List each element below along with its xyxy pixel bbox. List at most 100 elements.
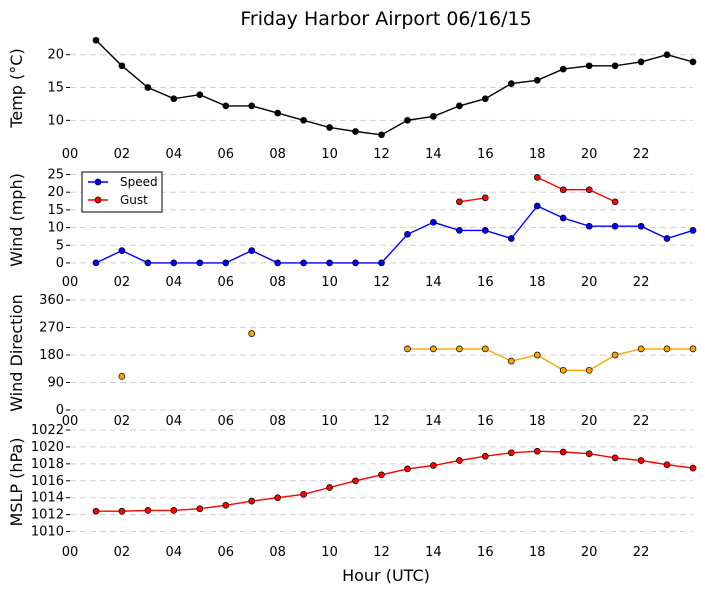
data-point: [663, 235, 671, 242]
data-point: [430, 462, 437, 469]
series-line: [536, 176, 616, 203]
x-tick-label: 20: [581, 275, 598, 290]
x-tick-label: 00: [62, 275, 79, 290]
x-tick-label: 12: [373, 147, 390, 162]
data-point: [585, 62, 593, 70]
data-point: [248, 497, 256, 505]
data-point: [533, 351, 541, 359]
x-tick-label: 20: [581, 414, 598, 429]
y-tick-label: 1016: [31, 474, 64, 489]
data-point: [481, 452, 489, 460]
data-point: [637, 345, 645, 353]
data-point: [456, 345, 463, 353]
data-point: [248, 330, 256, 337]
data-point: [170, 259, 178, 267]
y-tick-label: 1012: [31, 508, 64, 523]
data-point: [481, 95, 489, 103]
x-tick-label: 20: [581, 545, 598, 560]
data-point: [481, 227, 489, 234]
series-line: [95, 205, 694, 264]
data-point: [300, 116, 307, 124]
data-point: [430, 218, 437, 226]
data-point: [663, 345, 671, 353]
y-tick-label: 1010: [31, 525, 64, 540]
data-point: [456, 102, 463, 110]
x-tick-label: 10: [321, 414, 338, 429]
y-axis-label: Wind (mph): [7, 173, 26, 267]
y-tick-label: 1020: [31, 440, 64, 455]
data-point: [118, 62, 126, 70]
data-point: [222, 259, 230, 267]
data-point: [689, 464, 697, 472]
x-tick-label: 16: [477, 275, 494, 290]
y-tick-label: 15: [47, 203, 64, 218]
data-point: [352, 259, 359, 267]
data-point: [196, 259, 204, 267]
data-point: [533, 447, 541, 455]
data-point: [378, 131, 385, 139]
x-tick-label: 04: [166, 414, 183, 429]
data-point: [430, 345, 437, 353]
legend-marker: [94, 178, 102, 186]
data-point: [352, 477, 359, 485]
series-line: [95, 39, 694, 136]
x-tick-label: 08: [269, 147, 286, 162]
y-tick-label: 10: [47, 113, 64, 128]
x-tick-label: 20: [581, 147, 598, 162]
data-point: [352, 128, 359, 135]
data-point: [274, 259, 282, 267]
x-tick-label: 22: [633, 275, 650, 290]
data-point: [118, 507, 126, 515]
series-line: [459, 197, 486, 203]
x-tick-label: 18: [529, 147, 546, 162]
x-tick-label: 08: [269, 414, 286, 429]
data-point: [637, 222, 645, 230]
x-tick-label: 16: [477, 147, 494, 162]
data-point: [430, 113, 437, 120]
data-point: [559, 65, 567, 73]
x-tick-label: 16: [477, 414, 494, 429]
x-axis-label: Hour (UTC): [342, 566, 430, 585]
legend-marker: [94, 196, 102, 204]
x-tick-label: 06: [217, 275, 234, 290]
x-tick-label: 08: [269, 275, 286, 290]
data-point: [326, 484, 333, 491]
data-point: [585, 366, 593, 374]
data-point: [274, 109, 282, 117]
series-line: [407, 348, 693, 371]
data-point: [637, 457, 645, 464]
data-point: [456, 227, 463, 234]
legend-label: Gust: [120, 193, 148, 207]
x-tick-label: 10: [321, 275, 338, 290]
y-tick-label: 0: [56, 256, 64, 271]
x-tick-label: 14: [425, 414, 442, 429]
y-tick-label: 1018: [31, 457, 64, 472]
data-point: [404, 230, 411, 238]
x-tick-label: 00: [62, 414, 79, 429]
data-point: [300, 259, 307, 267]
x-tick-label: 14: [425, 147, 442, 162]
data-point: [170, 507, 178, 514]
y-tick-label: 0: [56, 403, 64, 418]
data-point: [611, 351, 619, 359]
data-point: [456, 198, 463, 206]
y-tick-label: 15: [47, 81, 64, 96]
y-tick-label: 25: [47, 168, 64, 183]
data-point: [222, 102, 230, 110]
data-point: [507, 357, 515, 365]
x-tick-label: 12: [373, 545, 390, 560]
x-tick-label: 00: [62, 545, 79, 560]
x-tick-label: 22: [633, 414, 650, 429]
data-point: [118, 373, 126, 380]
data-point: [196, 91, 204, 99]
x-tick-label: 10: [321, 147, 338, 162]
data-point: [404, 116, 411, 124]
data-point: [533, 202, 541, 210]
data-point: [559, 186, 567, 194]
y-tick-label: 20: [47, 185, 64, 200]
x-tick-label: 18: [529, 414, 546, 429]
x-tick-label: 04: [166, 147, 183, 162]
x-tick-label: 02: [114, 414, 131, 429]
data-point: [585, 186, 593, 194]
